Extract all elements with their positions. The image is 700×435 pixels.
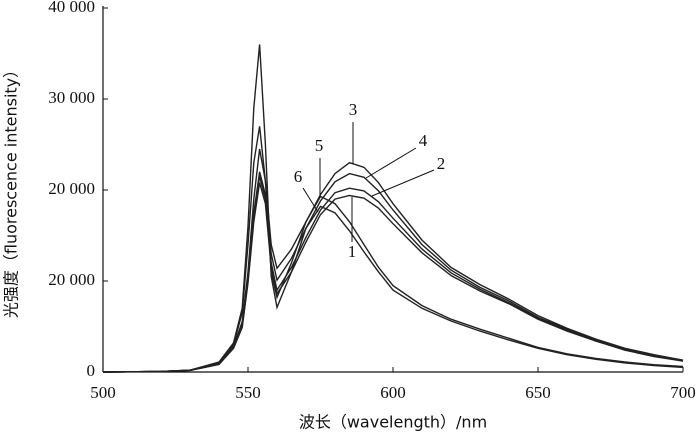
series-label: 5 [315,136,324,155]
series-label: 3 [349,100,358,119]
series-line [102,148,684,373]
series-label: 4 [419,131,428,150]
series-label: 6 [294,167,303,186]
series-line [102,171,684,373]
x-tick-label: 650 [525,383,551,402]
series-label: 2 [437,154,446,173]
series-line [102,126,684,373]
y-tick-label: 0 [87,361,96,380]
y-axis-label: 光强度（fluorescence intensity） [2,62,21,318]
x-tick-label: 700 [670,383,696,402]
leader-line [371,169,435,197]
y-tick-label: 40 000 [48,0,95,16]
x-axis-label: 波长（wavelength）/nm [299,413,487,432]
series-line [102,182,684,373]
y-tick-label: 20 000 [48,179,95,198]
leader-line [302,187,319,213]
x-tick-label: 500 [90,383,116,402]
x-tick-label: 550 [235,383,261,402]
leader-line [365,147,417,179]
series-line [102,44,684,373]
y-tick-label: 30 000 [48,88,95,107]
y-tick-label: 20 000 [48,270,95,289]
series-label: 1 [348,242,357,261]
series-line [102,176,684,373]
x-tick-label: 600 [380,383,406,402]
